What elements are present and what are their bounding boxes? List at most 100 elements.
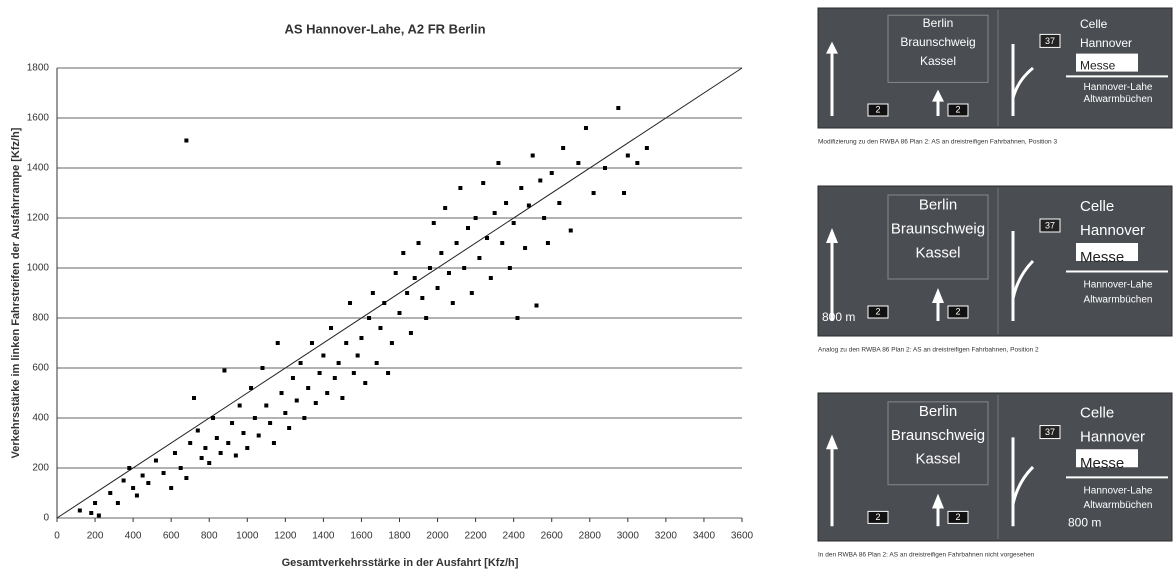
x-tick-label: 800 bbox=[201, 531, 218, 542]
point bbox=[512, 221, 516, 225]
destination: Kassel bbox=[920, 54, 956, 68]
point bbox=[122, 479, 126, 483]
point bbox=[329, 326, 333, 330]
point bbox=[162, 471, 166, 475]
destination: Braunschweig bbox=[891, 220, 985, 237]
point bbox=[356, 354, 360, 358]
destination: Celle bbox=[1080, 198, 1114, 215]
point bbox=[127, 466, 131, 470]
point bbox=[295, 399, 299, 403]
destination: Celle bbox=[1080, 405, 1114, 422]
point bbox=[447, 271, 451, 275]
exit-name: Altwarmbüchen bbox=[1084, 295, 1153, 306]
point bbox=[215, 436, 219, 440]
point bbox=[420, 296, 424, 300]
point bbox=[261, 366, 265, 370]
point bbox=[635, 161, 639, 165]
point bbox=[557, 201, 561, 205]
destination: Messe bbox=[1080, 249, 1124, 266]
destination: Kassel bbox=[915, 451, 960, 468]
point bbox=[283, 411, 287, 415]
point bbox=[234, 454, 238, 458]
x-axis-label: Gesamtverkehrsstärke in der Ausfahrt [Kf… bbox=[282, 557, 519, 569]
point bbox=[249, 386, 253, 390]
destination: Berlin bbox=[919, 196, 957, 213]
point bbox=[519, 186, 523, 190]
point bbox=[485, 236, 489, 240]
point bbox=[455, 241, 459, 245]
point bbox=[238, 404, 242, 408]
point bbox=[291, 376, 295, 380]
lane-number: 2 bbox=[875, 104, 880, 114]
lane-number: 2 bbox=[955, 306, 960, 316]
x-tick-label: 2600 bbox=[541, 531, 564, 542]
point bbox=[424, 316, 428, 320]
y-tick-label: 0 bbox=[43, 513, 49, 524]
point bbox=[219, 451, 223, 455]
point bbox=[222, 369, 226, 373]
point bbox=[550, 171, 554, 175]
route-number: 37 bbox=[1045, 427, 1055, 437]
destination: Braunschweig bbox=[900, 35, 975, 49]
point bbox=[352, 371, 356, 375]
point bbox=[481, 181, 485, 185]
point bbox=[173, 451, 177, 455]
point bbox=[203, 446, 207, 450]
point bbox=[314, 401, 318, 405]
point bbox=[504, 201, 508, 205]
point bbox=[527, 204, 531, 208]
destination: Messe bbox=[1080, 58, 1116, 72]
point bbox=[531, 154, 535, 158]
point bbox=[241, 431, 245, 435]
distance: 800 m bbox=[1068, 515, 1101, 529]
point bbox=[89, 511, 93, 515]
point bbox=[477, 256, 481, 260]
point bbox=[184, 476, 188, 480]
sign-caption: Analog zu den RWBA 86 Plan 2: AS an drei… bbox=[818, 347, 1039, 354]
x-tick-label: 400 bbox=[125, 531, 142, 542]
exit-name: Altwarmbüchen bbox=[1084, 94, 1153, 105]
point bbox=[390, 341, 394, 345]
point bbox=[344, 341, 348, 345]
exit-name: Hannover-Lahe bbox=[1084, 485, 1153, 496]
y-tick-label: 1400 bbox=[27, 163, 50, 174]
point bbox=[489, 276, 493, 280]
point bbox=[432, 221, 436, 225]
point bbox=[386, 371, 390, 375]
destination: Kassel bbox=[915, 244, 960, 261]
point bbox=[188, 441, 192, 445]
y-tick-label: 400 bbox=[32, 413, 49, 424]
x-tick-label: 3200 bbox=[655, 531, 678, 542]
point bbox=[523, 246, 527, 250]
sign-caption: In den RWBA 86 Plan 2: AS an dreistreifi… bbox=[818, 552, 1035, 559]
point bbox=[196, 429, 200, 433]
point bbox=[340, 396, 344, 400]
lane-number: 2 bbox=[875, 512, 880, 522]
destination: Celle bbox=[1080, 17, 1108, 31]
point bbox=[508, 266, 512, 270]
destination: Berlin bbox=[919, 403, 957, 420]
point bbox=[257, 434, 261, 438]
point bbox=[417, 241, 421, 245]
route-number: 37 bbox=[1045, 36, 1055, 46]
point bbox=[603, 166, 607, 170]
route-number: 37 bbox=[1045, 220, 1055, 230]
point bbox=[321, 354, 325, 358]
point bbox=[211, 416, 215, 420]
x-tick-label: 2800 bbox=[579, 531, 602, 542]
point bbox=[474, 216, 478, 220]
destination: Braunschweig bbox=[891, 427, 985, 444]
reference-line bbox=[57, 68, 742, 518]
point bbox=[496, 161, 500, 165]
point bbox=[318, 371, 322, 375]
point bbox=[622, 191, 626, 195]
point bbox=[592, 191, 596, 195]
x-tick-label: 2200 bbox=[464, 531, 487, 542]
point bbox=[378, 326, 382, 330]
lane-number: 2 bbox=[875, 306, 880, 316]
sign-caption: Modifizierung zu den RWBA 86 Plan 2: AS … bbox=[818, 139, 1057, 146]
point bbox=[515, 316, 519, 320]
point bbox=[93, 501, 97, 505]
point bbox=[135, 494, 139, 498]
destination: Hannover bbox=[1080, 36, 1132, 50]
